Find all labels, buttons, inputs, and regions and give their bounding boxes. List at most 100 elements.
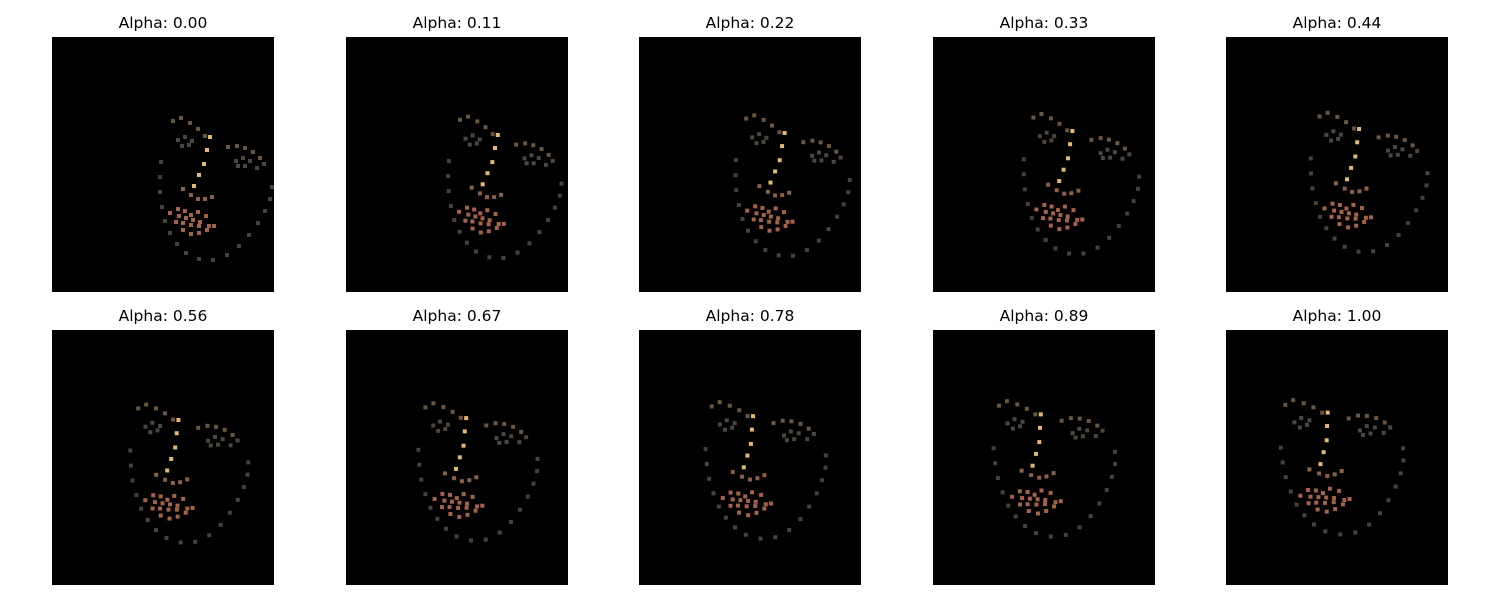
mouth-landmark-point xyxy=(1329,214,1334,219)
mouth-landmark-point xyxy=(776,216,781,221)
landmark-plot xyxy=(703,400,828,541)
brow-landmark-point xyxy=(230,433,235,437)
mouth-landmark-point xyxy=(442,498,447,503)
eye-landmark-point xyxy=(536,156,541,161)
mouth-landmark-point xyxy=(175,503,180,508)
eye-landmark-point xyxy=(524,161,529,166)
panel-title-7: Alpha: 0.67 xyxy=(412,307,502,325)
eye-landmark-point xyxy=(531,161,536,166)
nose-bridge-landmark-point xyxy=(174,431,179,436)
eye-landmark-point xyxy=(754,141,759,146)
brow-landmark-point xyxy=(818,140,823,145)
eye-landmark-point xyxy=(158,424,163,428)
brow-landmark-point xyxy=(826,144,831,148)
nose-base-landmark-point xyxy=(773,193,778,198)
mouth-landmark-point xyxy=(745,208,750,213)
eye-landmark-point xyxy=(190,139,194,143)
jaw-landmark-point xyxy=(1342,244,1347,249)
jaw-landmark-point xyxy=(1414,208,1419,213)
nose-bridge-landmark-point xyxy=(1318,462,1323,467)
brow-landmark-point xyxy=(251,150,255,154)
mouth-landmark-point xyxy=(754,510,759,515)
eye-landmark-point xyxy=(1292,420,1297,425)
mouth-landmark-point xyxy=(150,506,155,511)
mouth-landmark-point xyxy=(736,503,740,508)
brow-landmark-point xyxy=(1039,112,1044,116)
eye-landmark-point xyxy=(1329,138,1334,143)
nose-bridge-landmark-point xyxy=(205,148,209,152)
mouth-landmark-point xyxy=(181,228,185,232)
brow-landmark-point xyxy=(745,414,750,419)
nose-bridge-landmark-point xyxy=(748,441,753,446)
jaw-landmark-point xyxy=(1353,530,1358,535)
mouth-landmark-point xyxy=(1048,223,1053,228)
mouth-landmark-point xyxy=(158,506,162,511)
jaw-landmark-point xyxy=(1406,221,1410,226)
jaw-landmark-point xyxy=(1278,445,1283,450)
eye-landmark-point xyxy=(1080,434,1085,439)
brow-landmark-point xyxy=(1031,115,1036,120)
mouth-landmark-point xyxy=(158,494,163,499)
panel-image-5 xyxy=(1226,37,1448,292)
panel-image-4 xyxy=(933,37,1155,292)
jaw-landmark-point xyxy=(535,456,540,461)
mouth-landmark-point xyxy=(470,226,475,231)
nose-bridge-landmark-point xyxy=(461,443,466,448)
brow-landmark-point xyxy=(1394,134,1399,139)
mouth-landmark-point xyxy=(785,219,790,224)
jaw-landmark-point xyxy=(444,526,448,531)
eye-landmark-point xyxy=(206,438,211,443)
jaw-landmark-point xyxy=(247,233,251,237)
mouth-landmark-point xyxy=(198,220,202,224)
eye-landmark-point xyxy=(1307,418,1312,423)
jaw-landmark-point xyxy=(707,476,712,481)
mouth-landmark-point xyxy=(1025,502,1030,507)
eye-landmark-point xyxy=(819,158,824,163)
jaw-landmark-point xyxy=(1324,226,1329,231)
panel-image-3 xyxy=(639,37,861,292)
mouth-landmark-point xyxy=(465,205,470,210)
mouth-landmark-point xyxy=(1308,494,1313,499)
jaw-landmark-point xyxy=(1021,172,1026,177)
eye-landmark-point xyxy=(236,164,240,168)
landmark-plot xyxy=(128,402,251,545)
eye-landmark-point xyxy=(1358,428,1362,433)
mouth-landmark-point xyxy=(472,207,477,212)
mouth-landmark-point xyxy=(773,206,778,211)
jaw-landmark-point xyxy=(159,160,163,164)
mouth-landmark-point xyxy=(190,505,195,510)
mouth-landmark-point xyxy=(767,228,772,233)
eye-landmark-point xyxy=(1070,431,1075,436)
nose-bridge-landmark-point xyxy=(1037,440,1042,445)
jaw-landmark-point xyxy=(483,537,488,542)
mouth-landmark-point xyxy=(480,503,485,508)
brow-landmark-point xyxy=(546,152,551,157)
eye-landmark-point xyxy=(1127,152,1132,157)
landmark-plot xyxy=(446,114,564,260)
mouth-landmark-point xyxy=(473,508,478,513)
nose-base-landmark-point xyxy=(1325,473,1330,478)
eye-landmark-point xyxy=(805,437,810,442)
mouth-landmark-point xyxy=(496,222,501,226)
brow-landmark-point xyxy=(1335,114,1340,119)
jaw-landmark-point xyxy=(1310,186,1315,191)
nose-base-landmark-point xyxy=(765,189,770,194)
mouth-landmark-point xyxy=(1337,488,1342,493)
mouth-landmark-point xyxy=(1353,216,1358,221)
brow-landmark-point xyxy=(1015,402,1020,407)
eye-landmark-point xyxy=(1010,426,1015,431)
brow-landmark-point xyxy=(737,408,742,413)
mouth-landmark-point xyxy=(1025,490,1030,494)
panel-title-5: Alpha: 0.44 xyxy=(1292,14,1382,32)
jaw-landmark-point xyxy=(1006,503,1011,508)
jaw-landmark-point xyxy=(419,477,424,482)
jaw-landmark-point xyxy=(1107,235,1112,240)
mouth-landmark-point xyxy=(457,209,462,214)
mouth-landmark-point xyxy=(172,493,177,498)
mouth-landmark-point xyxy=(1043,502,1047,507)
nose-bridge-landmark-point xyxy=(192,184,196,188)
landmark-plot xyxy=(991,399,1118,539)
eye-landmark-point xyxy=(1100,428,1105,433)
nose-base-landmark-point xyxy=(1342,186,1347,191)
brow-landmark-point xyxy=(1059,418,1064,423)
